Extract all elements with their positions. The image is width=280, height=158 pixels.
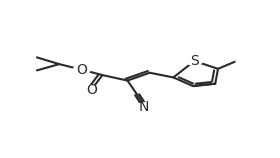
- Text: O: O: [76, 63, 87, 77]
- Circle shape: [136, 103, 152, 112]
- Circle shape: [186, 56, 203, 65]
- Text: N: N: [139, 100, 149, 114]
- Circle shape: [73, 65, 90, 75]
- Text: O: O: [86, 83, 97, 97]
- Circle shape: [83, 85, 100, 95]
- Text: S: S: [190, 54, 199, 67]
